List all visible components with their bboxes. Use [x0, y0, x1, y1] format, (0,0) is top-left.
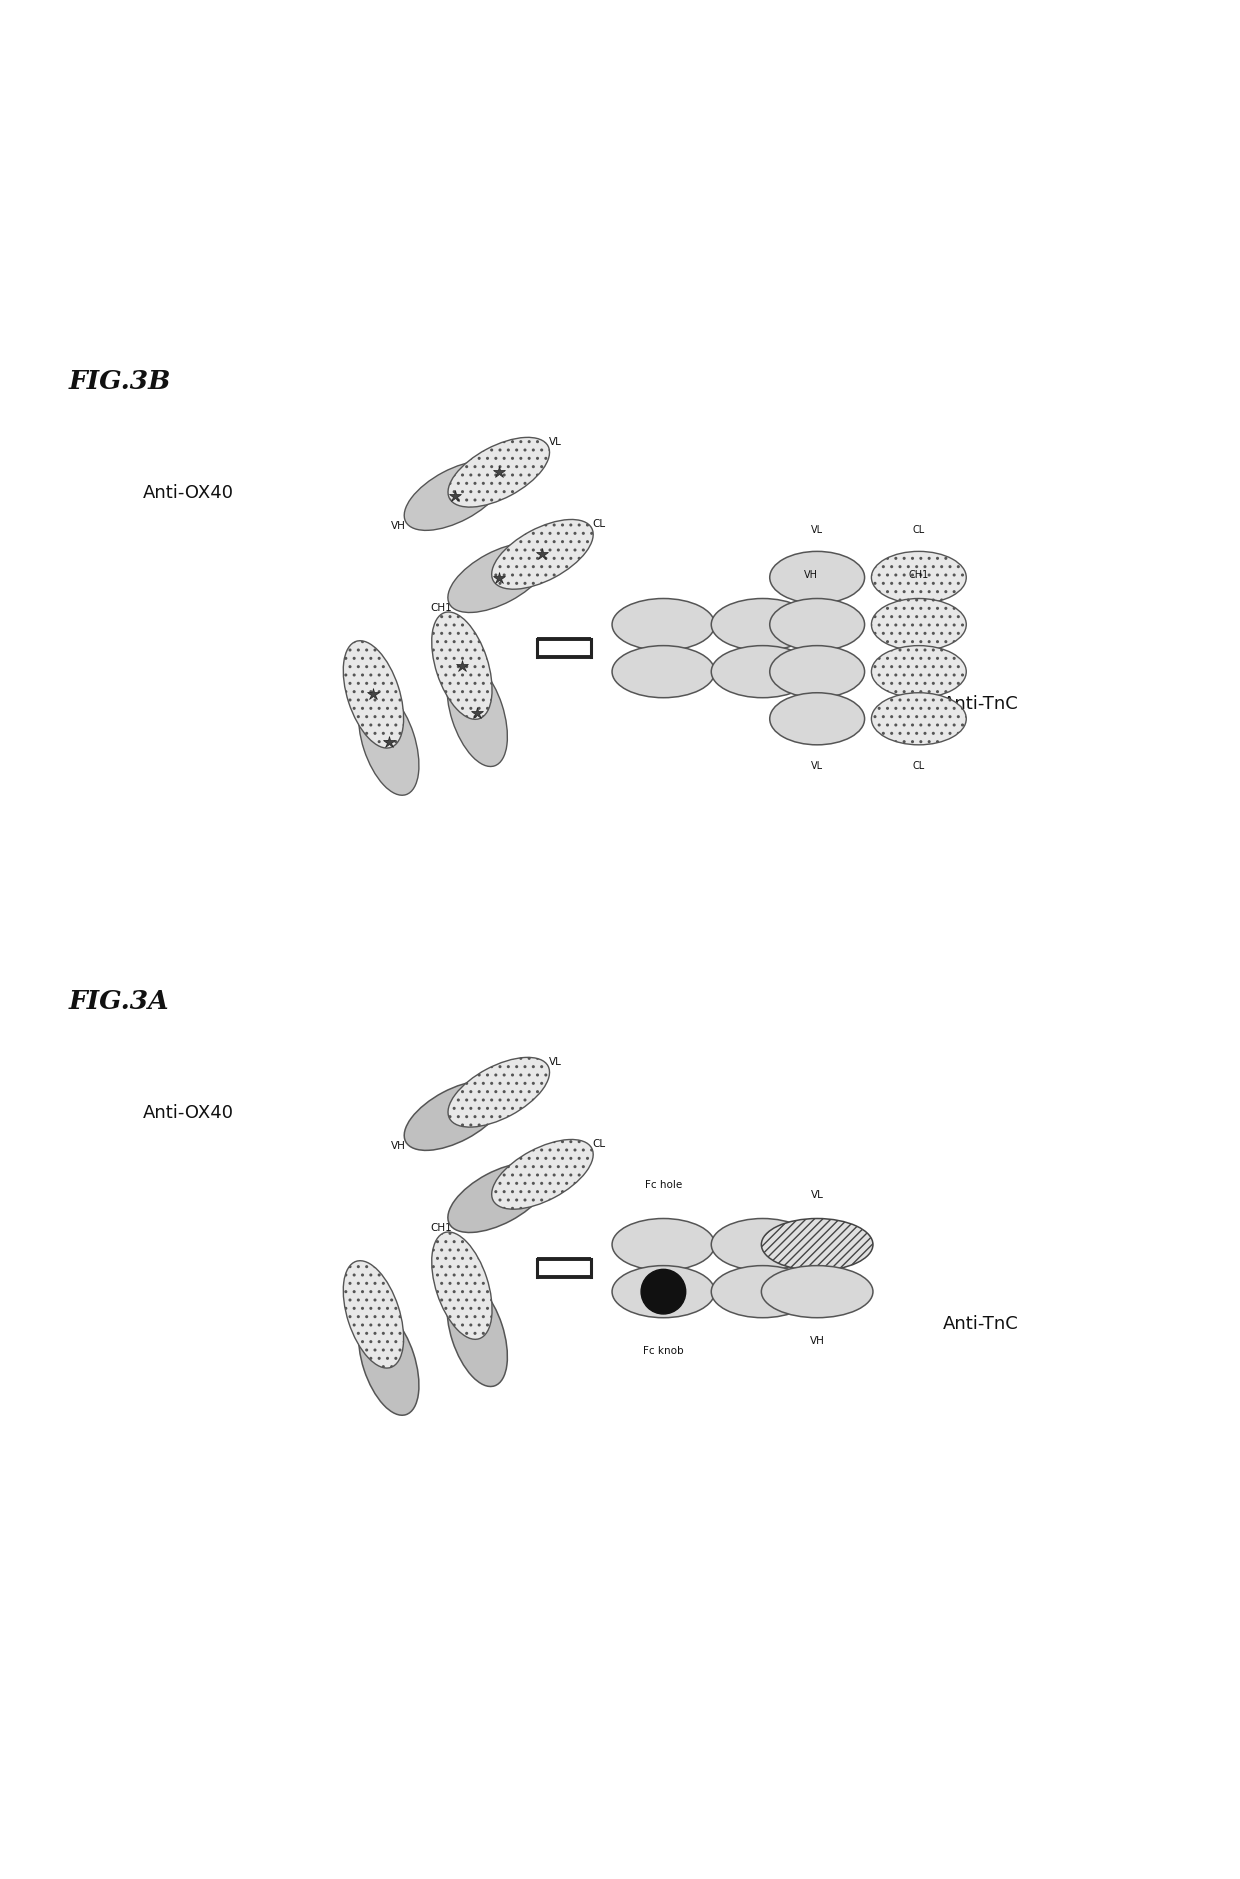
Text: VH: VH: [391, 520, 405, 530]
Ellipse shape: [358, 688, 419, 795]
Ellipse shape: [712, 1266, 813, 1317]
Ellipse shape: [712, 646, 813, 697]
Text: Anti-OX40: Anti-OX40: [143, 1105, 233, 1122]
Ellipse shape: [343, 641, 403, 748]
Text: CH1: CH1: [430, 603, 453, 613]
Text: CL: CL: [913, 526, 925, 536]
Text: CL: CL: [593, 1139, 606, 1150]
Text: Fc knob: Fc knob: [644, 1345, 683, 1357]
Text: CL: CL: [593, 519, 606, 530]
Text: CH1: CH1: [909, 716, 929, 727]
Text: CH1: CH1: [430, 1223, 453, 1233]
Text: FIG.3A: FIG.3A: [68, 988, 169, 1015]
Ellipse shape: [613, 1218, 714, 1270]
Ellipse shape: [404, 1080, 506, 1150]
Ellipse shape: [492, 519, 593, 590]
Ellipse shape: [448, 543, 549, 613]
Text: Anti-TnC: Anti-TnC: [942, 1315, 1018, 1332]
Text: VH: VH: [804, 716, 818, 727]
Text: Fc hole: Fc hole: [645, 1180, 682, 1189]
Text: CH1: CH1: [909, 569, 929, 581]
Ellipse shape: [448, 1163, 549, 1233]
Ellipse shape: [872, 551, 966, 603]
Text: VH: VH: [810, 1336, 825, 1345]
Text: FIG.3B: FIG.3B: [68, 368, 171, 395]
Text: VH: VH: [804, 569, 818, 581]
Ellipse shape: [613, 1266, 714, 1317]
Ellipse shape: [712, 1218, 813, 1270]
Ellipse shape: [770, 646, 864, 697]
Text: VL: VL: [811, 761, 823, 770]
Ellipse shape: [761, 1218, 873, 1270]
Ellipse shape: [613, 646, 714, 697]
Circle shape: [641, 1270, 686, 1313]
Ellipse shape: [343, 1261, 403, 1368]
Ellipse shape: [432, 613, 492, 720]
Text: VL: VL: [811, 526, 823, 536]
Text: Anti-OX40: Anti-OX40: [143, 485, 233, 502]
Text: CL: CL: [913, 761, 925, 770]
Ellipse shape: [432, 1233, 492, 1340]
Ellipse shape: [872, 646, 966, 697]
Ellipse shape: [404, 460, 506, 530]
Text: VL: VL: [811, 1189, 823, 1201]
Ellipse shape: [492, 1139, 593, 1210]
Ellipse shape: [358, 1308, 419, 1415]
Text: VL: VL: [549, 438, 562, 447]
Ellipse shape: [613, 599, 714, 650]
Ellipse shape: [761, 1266, 873, 1317]
Ellipse shape: [448, 438, 549, 507]
Text: VH: VH: [391, 1141, 405, 1150]
Ellipse shape: [872, 693, 966, 744]
Ellipse shape: [872, 599, 966, 650]
Ellipse shape: [770, 551, 864, 603]
Text: VL: VL: [549, 1058, 562, 1067]
Ellipse shape: [448, 1058, 549, 1127]
Ellipse shape: [448, 660, 507, 767]
Ellipse shape: [448, 1280, 507, 1387]
Ellipse shape: [770, 599, 864, 650]
Ellipse shape: [770, 693, 864, 744]
Ellipse shape: [712, 599, 813, 650]
Text: Anti-TnC: Anti-TnC: [942, 695, 1018, 712]
